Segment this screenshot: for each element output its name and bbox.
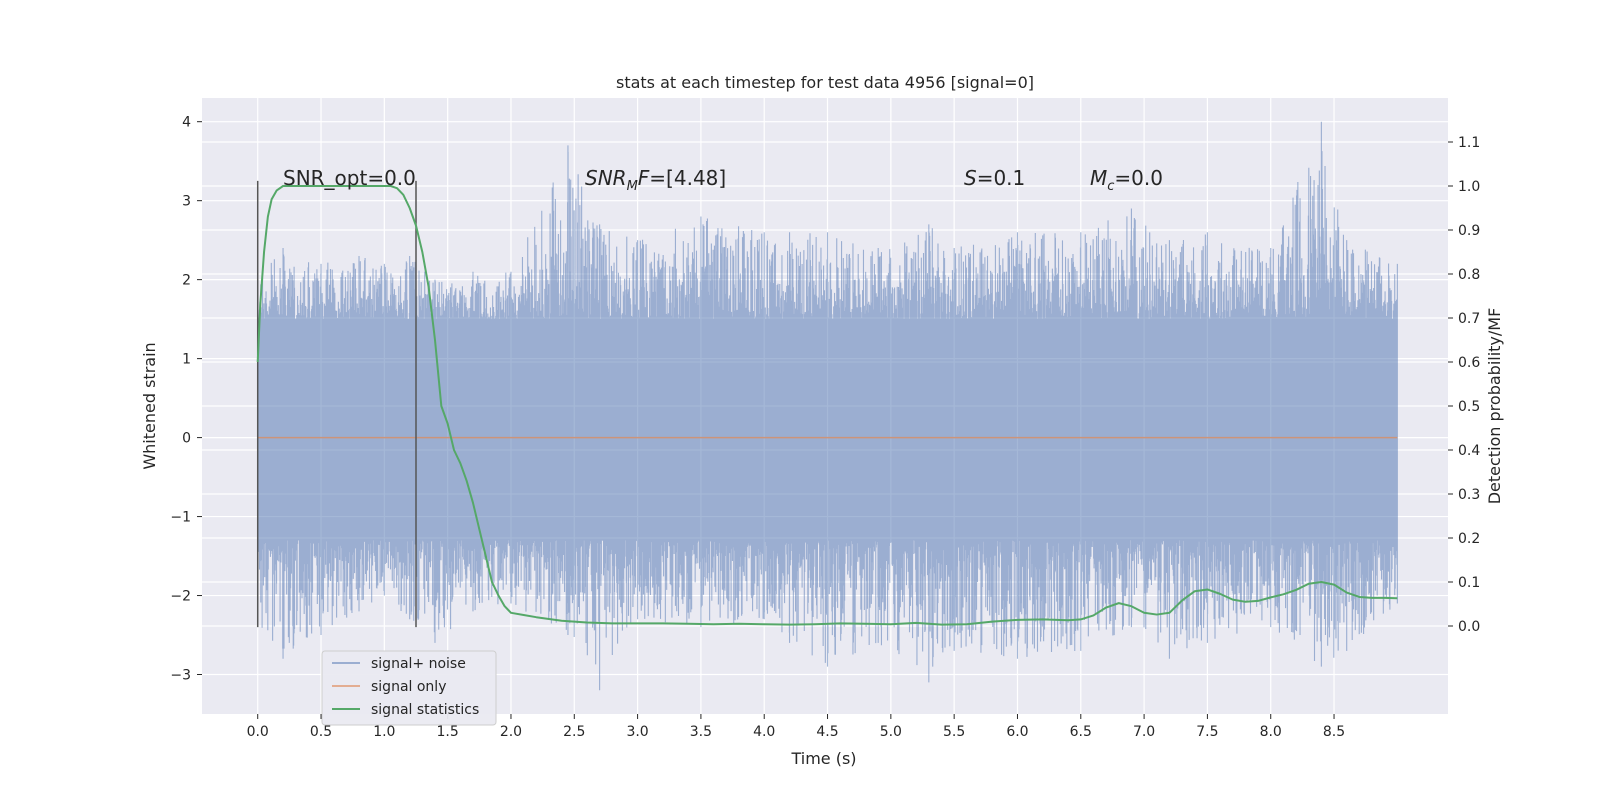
x-tick-label: 4.5	[816, 724, 838, 740]
y-right-tick-label: 0.8	[1458, 267, 1480, 283]
s-annotation: S=0.1	[964, 166, 1025, 190]
y-tick-label: −2	[170, 589, 191, 605]
y-tick-label: −3	[170, 668, 191, 684]
legend-label-stats: signal statistics	[371, 702, 479, 718]
y-right-tick-label: 0.7	[1458, 311, 1480, 327]
y-tick-label: 0	[182, 431, 191, 447]
snr-mf-annotation: SNRMF=[4.48]	[585, 166, 726, 194]
x-axis-ticks: 0.0 0.5 1.0 1.5 2.0 2.5 3.0 3.5 4.0 4.5 5.0 5.5 6.0 6…	[247, 714, 1345, 740]
y-right-tick-label: 0.6	[1458, 355, 1480, 371]
y-right-axis-label: Detection probability/MF	[1485, 308, 1504, 505]
y-right-tick-label: 0.3	[1458, 487, 1480, 503]
s-main: S	[964, 166, 977, 190]
snr-mf-rest-italic: F	[638, 166, 650, 190]
x-tick-label: 0.0	[247, 724, 269, 740]
legend-box	[321, 650, 497, 726]
x-tick-label: 7.5	[1196, 724, 1218, 740]
x-tick-label: 8.5	[1323, 724, 1345, 740]
x-tick-label: 1.5	[437, 724, 459, 740]
y-axis-label: Whitened strain	[140, 342, 159, 469]
y-right-tick-label: 0.2	[1458, 531, 1480, 547]
snr-mf-sub: M	[627, 179, 638, 194]
signal-statistics-series	[256, 185, 1398, 626]
y-right-tick-label: 0.5	[1458, 399, 1480, 415]
y-right-tick-label: 0.4	[1458, 443, 1480, 459]
mc-sub: c	[1107, 179, 1114, 194]
y-tick-label: −1	[170, 510, 191, 526]
x-tick-label: 6.5	[1070, 724, 1092, 740]
x-tick-label: 3.5	[690, 724, 712, 740]
y-tick-label: 2	[182, 273, 191, 289]
y-right-tick-label: 1.1	[1458, 135, 1480, 151]
x-tick-label: 3.0	[626, 724, 648, 740]
x-tick-label: 8.0	[1260, 724, 1282, 740]
snr-opt-annotation: SNR_opt=0.0	[283, 166, 416, 190]
mc-annotation: Mc=0.0	[1090, 166, 1163, 194]
y-right-tick-label: 0.9	[1458, 223, 1480, 239]
chart-title: stats at each timestep for test data 495…	[616, 73, 1034, 92]
snr-mf-rest: =[4.48]	[649, 166, 726, 190]
x-tick-label: 5.5	[943, 724, 965, 740]
vlines	[256, 180, 417, 628]
y-tick-label: 4	[182, 115, 191, 131]
y-tick-label: 3	[182, 194, 191, 210]
y-tick-label: 1	[182, 352, 191, 368]
x-tick-label: 7.0	[1133, 724, 1155, 740]
x-axis-label: Time (s)	[790, 749, 856, 768]
x-tick-label: 6.0	[1006, 724, 1028, 740]
legend-label-noise: signal+ noise	[371, 656, 466, 672]
y-right-tick-label: 0.1	[1458, 575, 1480, 591]
x-tick-label: 2.0	[500, 724, 522, 740]
s-rest: =0.1	[977, 166, 1026, 190]
snr-mf-main: SNR	[585, 166, 627, 190]
x-tick-label: 2.5	[563, 724, 585, 740]
signal-statistics-line	[256, 185, 1398, 626]
mc-main: M	[1090, 166, 1107, 190]
x-tick-label: 4.0	[753, 724, 775, 740]
legend-label-signal: signal only	[371, 679, 446, 695]
x-tick-label: 1.0	[373, 724, 395, 740]
y-axis-ticks: −3 −2 −1 0 1 2 3 4	[170, 115, 202, 684]
x-tick-label: 5.0	[880, 724, 902, 740]
legend: signal+ noise signal only signal statist…	[321, 650, 497, 726]
y-right-tick-label: 0.0	[1458, 619, 1480, 635]
x-tick-label: 0.5	[310, 724, 332, 740]
y-right-axis-ticks: 0.0 0.1 0.2 0.3 0.4 0.5 0.6 0.7 0.8 0.9 1.0 1.1	[1448, 135, 1480, 635]
mc-rest: =0.0	[1114, 166, 1163, 190]
y-right-tick-label: 1.0	[1458, 179, 1480, 195]
